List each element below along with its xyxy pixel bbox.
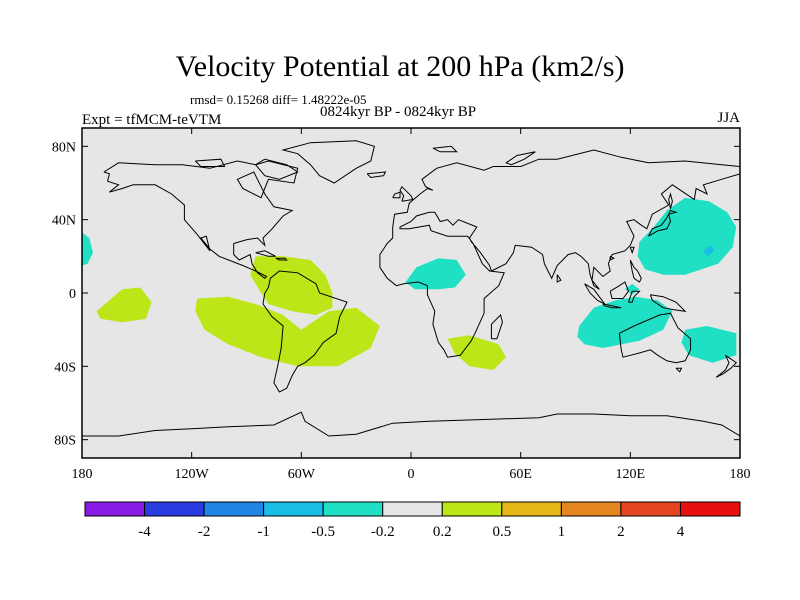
coastline-sulawesi: [628, 290, 641, 303]
region-west-africa-negative: [405, 258, 466, 290]
coastline-sakhalin: [668, 192, 673, 209]
colorbar-label: -2: [198, 524, 211, 540]
coastline-madagascar: [490, 314, 503, 340]
coastline-svalbard: [432, 145, 458, 153]
x-tick-label: 120E: [616, 467, 646, 482]
coastline-cuba: [255, 250, 276, 257]
coastline-new-guinea: [649, 294, 687, 313]
coastline-java: [602, 303, 622, 309]
coastline-sri-lanka: [556, 274, 562, 283]
coastline-japan: [648, 209, 678, 237]
coastline-philippines: [629, 259, 642, 283]
coastline-borneo: [609, 281, 630, 299]
region-western-pacific-core: [703, 245, 715, 257]
coastline-new-zealand: [715, 354, 738, 378]
y-tick-label: 0: [69, 287, 76, 302]
coastline-tasmania: [675, 367, 683, 373]
coastline-hispaniola: [275, 257, 288, 261]
coastline-ireland: [392, 191, 401, 199]
colorbar-label: -0.2: [371, 524, 395, 540]
region-australia-east-negative: [681, 326, 737, 363]
coastline-hainan: [609, 255, 616, 261]
colorbar-swatch: [84, 501, 146, 517]
colorbar-label: 4: [677, 524, 685, 540]
region-maritime-continent-negative: [624, 283, 640, 295]
x-tick-label: 180: [730, 467, 751, 482]
colorbar-label: -0.5: [311, 524, 335, 540]
coastline-antarctica: [82, 411, 740, 437]
x-tick-label: 60W: [288, 467, 316, 482]
colorbar-swatch: [322, 501, 384, 517]
season-label: JJA: [717, 110, 740, 126]
coastline-taiwan: [629, 246, 635, 255]
colorbar-swatch: [203, 501, 265, 517]
region-central-pacific-positive: [96, 287, 152, 323]
region-western-pacific-negative: [637, 197, 737, 275]
y-tick-label: 80N: [52, 140, 76, 155]
colorbar-swatch: [679, 501, 741, 517]
colorbar-swatch: [382, 501, 443, 517]
chart-title: Velocity Potential at 200 hPa (km2/s): [175, 50, 625, 83]
y-tick-label: 40S: [54, 360, 76, 375]
colorbar-label: -1: [257, 524, 270, 540]
coastline-greenland: [281, 140, 375, 184]
colorbar-label: 0.5: [492, 524, 511, 540]
x-tick-label: 60E: [509, 467, 532, 482]
colorbar-swatch: [501, 501, 562, 517]
colorbar-swatch: [263, 501, 324, 517]
x-tick-label: 0: [408, 467, 415, 482]
colorbar-swatch: [560, 501, 622, 517]
region-dateline-edge-negative: [82, 232, 93, 266]
x-tick-label: 120W: [175, 467, 210, 482]
map-background: [82, 128, 740, 458]
experiment-label: Expt = tfMCM-teVTM: [82, 112, 222, 128]
colorbar-label: 0.2: [433, 524, 452, 540]
region-caribbean-positive: [250, 256, 333, 315]
period-label: 0824kyr BP - 0824kyr BP: [320, 104, 477, 120]
colorbar-swatch: [620, 501, 681, 517]
coastline-iceland: [366, 171, 387, 179]
coastline-great-britain: [399, 185, 414, 202]
colorbar-label: -4: [138, 524, 151, 540]
colorbar-swatch: [441, 501, 503, 517]
coastline-north-america: [103, 160, 299, 279]
coastline-eurasia-africa: [379, 149, 740, 358]
region-indian-ocean-negative: [577, 296, 673, 348]
colorbar-label: 1: [558, 524, 566, 540]
coastline-sumatra: [584, 283, 606, 305]
y-tick-label: 40N: [52, 214, 76, 229]
x-tick-label: 180: [72, 467, 93, 482]
y-tick-label: 80S: [54, 434, 76, 449]
coastline-australia: [618, 312, 692, 364]
colorbar-label: 2: [617, 524, 625, 540]
region-south-africa-positive: [447, 335, 506, 370]
colorbar-swatch: [144, 501, 205, 517]
stats-line: rmsd= 0.15268 diff= 1.48222e-05: [190, 92, 367, 107]
coastline-south-america: [262, 270, 348, 393]
coastline-baffin-island: [254, 158, 299, 180]
coastline-novaya-zemlya: [505, 151, 536, 166]
coastline-victoria-island: [194, 158, 226, 167]
region-south-america-positive: [195, 296, 380, 367]
